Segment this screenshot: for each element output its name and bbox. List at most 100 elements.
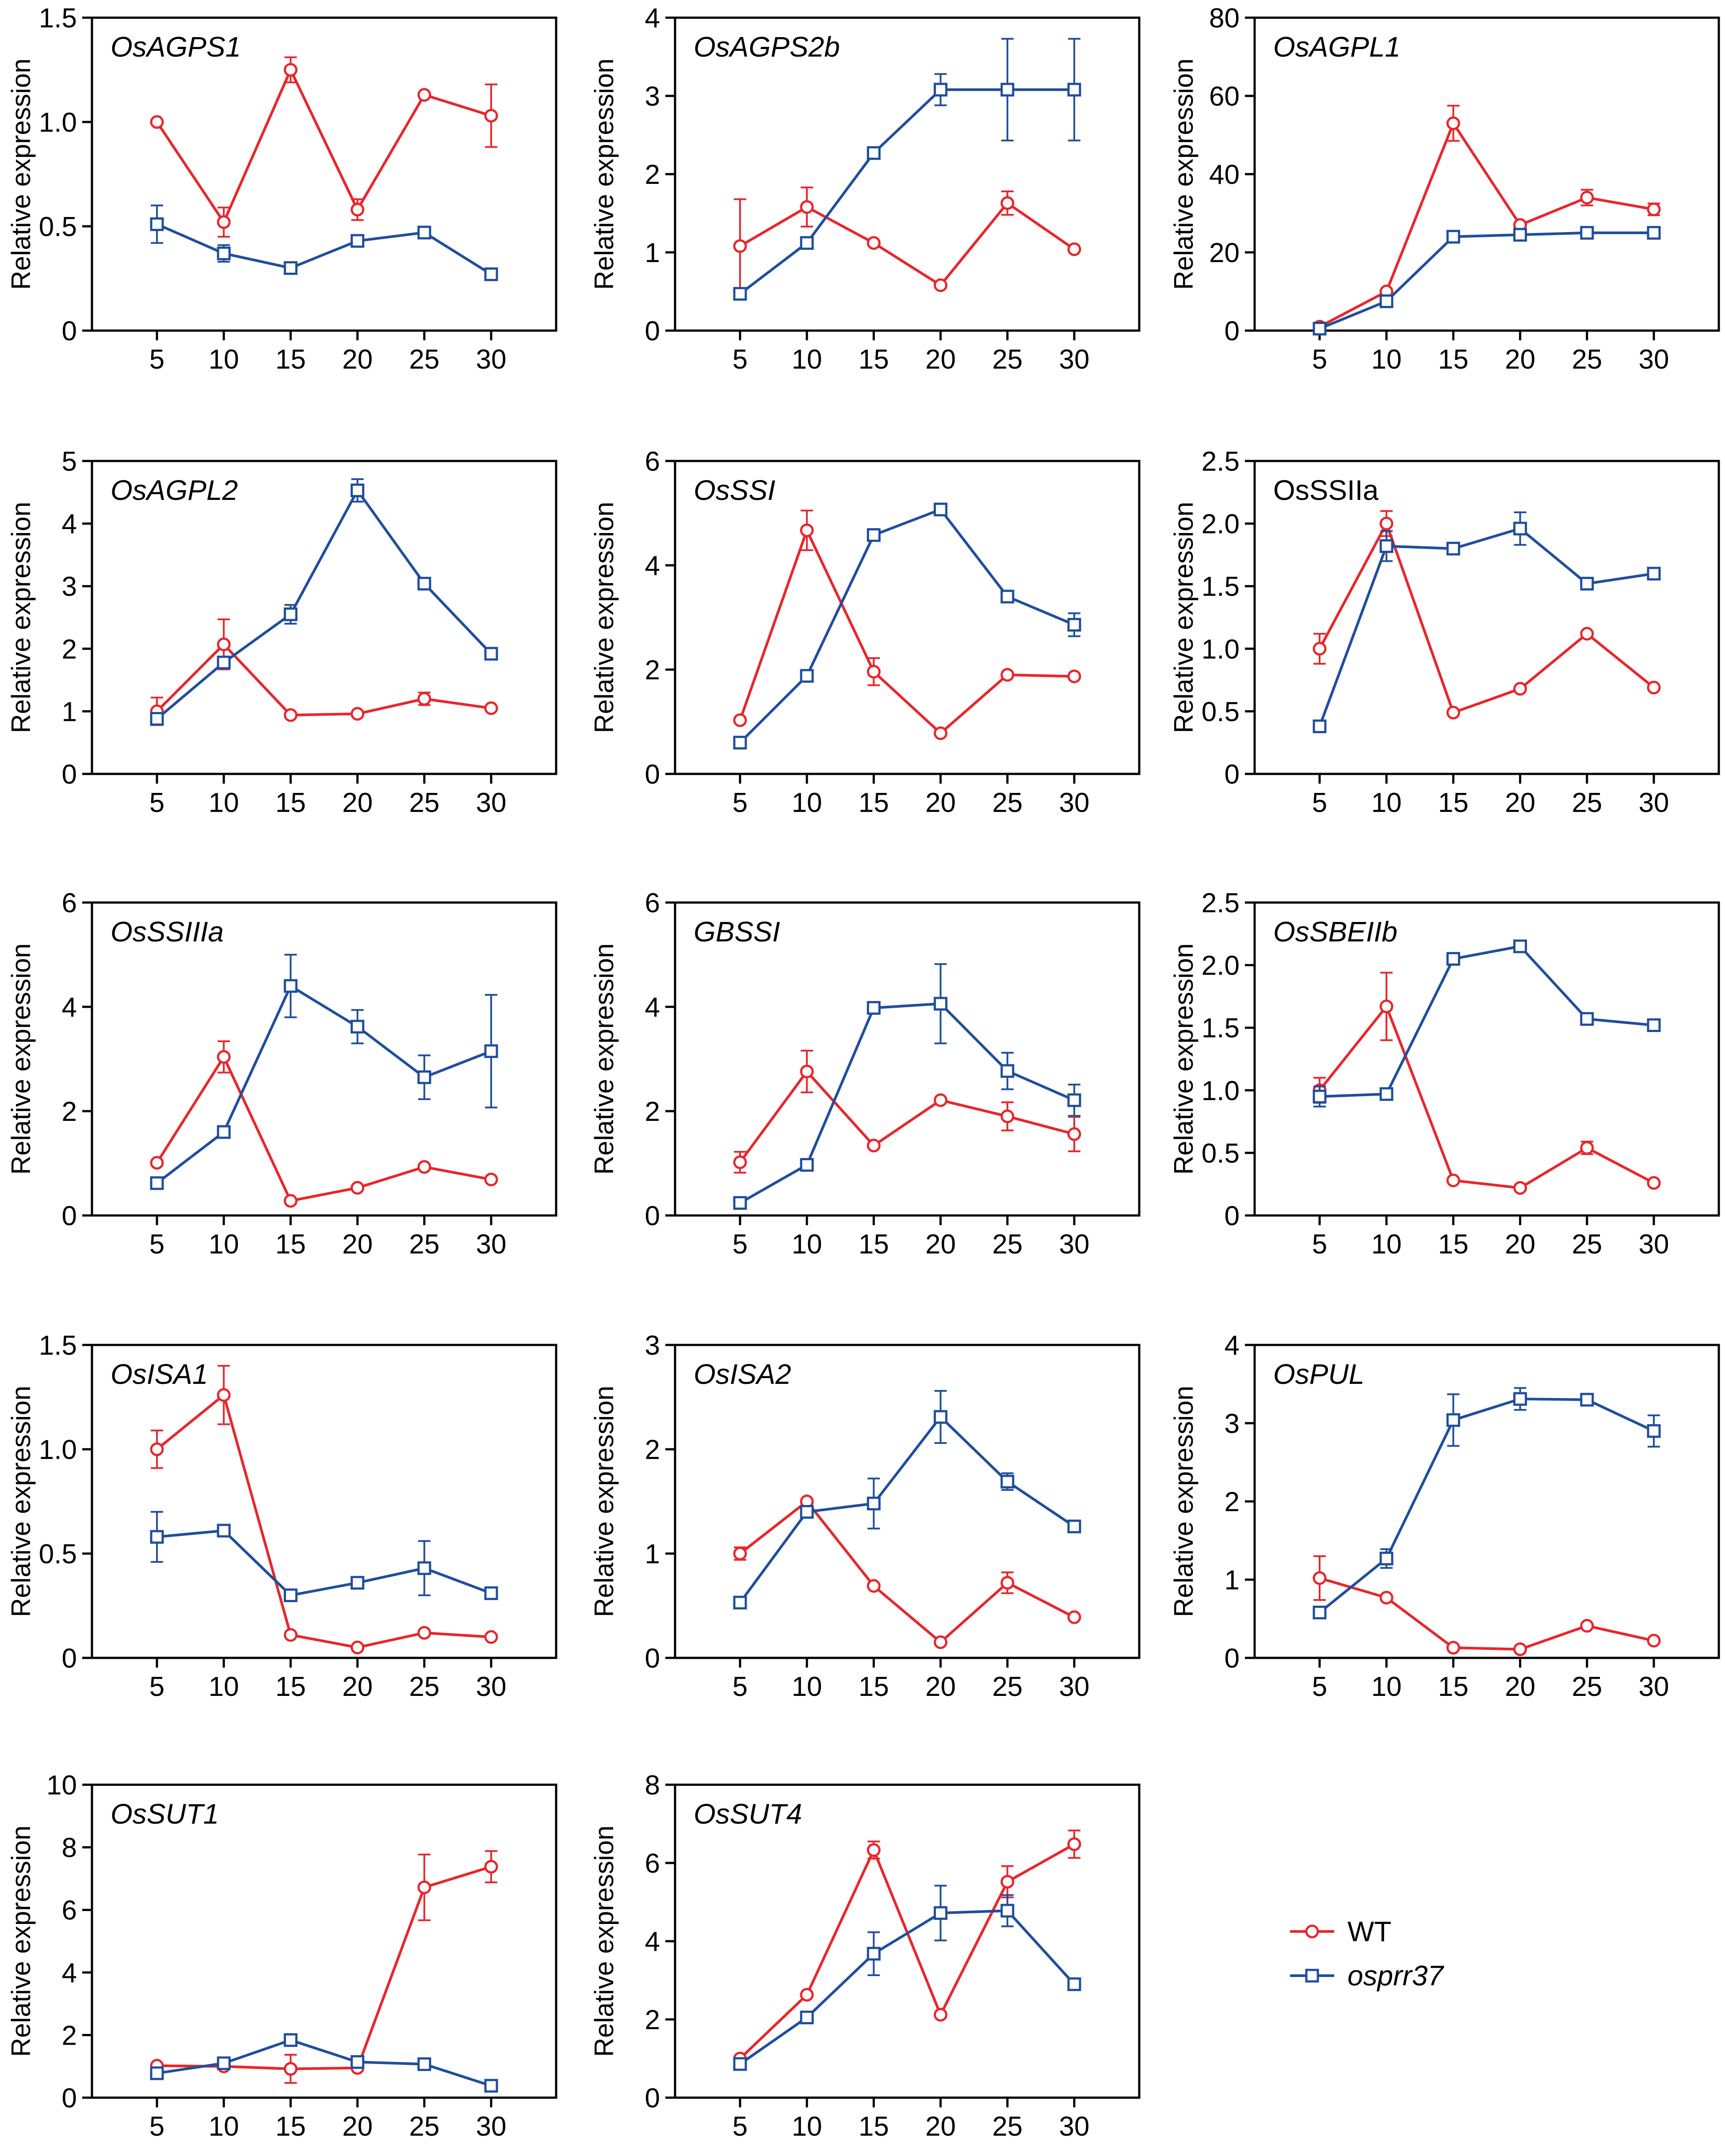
data-point [800, 669, 814, 683]
data-point [150, 217, 164, 231]
series-line [156, 1865, 492, 2070]
x-tick-label: 15 [1438, 1229, 1469, 1260]
data-point [1067, 1610, 1081, 1624]
x-tick-label: 5 [733, 344, 748, 375]
series-wt [733, 1050, 1081, 1174]
y-tick-label: 1.0 [1202, 1076, 1240, 1106]
series-line [1319, 1577, 1654, 1651]
chart-panel-OsSUT4: 0 2 4 6 8 5 10 15 20 25 30 Relative expression OsSUT… [589, 1770, 1141, 2142]
y-tick-label: 3 [645, 81, 660, 112]
y-tick-label: 3 [645, 1330, 660, 1361]
chart-panel-OsAGPL2: 0 1 2 3 4 5 5 10 15 20 25 30 Relative expression OsAG… [6, 446, 557, 818]
data-point [351, 1020, 365, 1034]
x-tick-label: 10 [1371, 1229, 1402, 1260]
data-point [150, 1156, 164, 1170]
plot-frame [674, 16, 1141, 332]
x-tick-label: 20 [342, 1672, 373, 1702]
y-tick-label: 0 [62, 759, 77, 790]
data-point [1446, 541, 1460, 556]
y-tick-label: 60 [1209, 81, 1240, 112]
data-point [1067, 1977, 1081, 1991]
data-point [1647, 226, 1661, 240]
x-tick-label: 20 [925, 1672, 956, 1702]
x-tick-label: 20 [1505, 344, 1535, 375]
y-tick-label: 2 [62, 2020, 77, 2051]
legend-item-mutant: osprr37 [1290, 1960, 1444, 1992]
data-point [484, 1044, 498, 1058]
x-tick-label: 10 [792, 788, 822, 818]
plot-frame [91, 901, 557, 1217]
data-point [934, 726, 948, 740]
data-point [1313, 642, 1327, 656]
data-point [1647, 202, 1661, 217]
x-tick-label: 15 [859, 788, 889, 818]
x-tick-label: 30 [1059, 2111, 1090, 2142]
x-tick-label: 5 [1312, 1229, 1327, 1260]
y-axis-label: Relative expression [1169, 502, 1198, 733]
chart-title: GBSSI [694, 916, 780, 948]
x-tick-label: 10 [792, 344, 822, 375]
y-tick-label: 4 [1225, 1330, 1240, 1361]
series-line [739, 1909, 1076, 2065]
y-tick-label: 6 [645, 888, 660, 918]
data-point [800, 1505, 814, 1519]
data-point [1000, 1064, 1015, 1078]
x-tick-label: 15 [275, 344, 306, 375]
data-point [1513, 522, 1527, 536]
series-line [739, 88, 1074, 295]
y-tick-label: 1 [1225, 1565, 1240, 1596]
y-tick-label: 0 [1225, 1643, 1240, 1674]
y-tick-label: 20 [1209, 238, 1240, 268]
data-point [800, 1988, 814, 2002]
y-axis-label: Relative expression [6, 502, 36, 733]
data-point [934, 1093, 948, 1107]
series-wt [150, 56, 498, 238]
data-point [283, 1628, 298, 1642]
data-point [1513, 682, 1527, 696]
data-point [866, 528, 881, 542]
series-line [156, 223, 492, 276]
y-tick-label: 4 [645, 992, 660, 1023]
legend-marker [1305, 1969, 1319, 1983]
data-point [934, 278, 948, 292]
y-tick-label: 1 [645, 238, 660, 268]
y-tick-label: 0 [1225, 759, 1240, 790]
series-mutant [1313, 226, 1661, 336]
chart-panel-OsSBEIIb: 0 0.5 1.0 1.5 2.0 2.5 5 10 15 20 25 30 Relative expr… [1169, 888, 1720, 1260]
y-tick-label: 0 [1225, 316, 1240, 347]
x-tick-label: 25 [409, 2111, 439, 2142]
y-tick-label: 1.0 [39, 1435, 77, 1465]
x-tick-label: 15 [859, 1672, 889, 1702]
x-tick-label: 5 [733, 2111, 748, 2142]
chart-panel-OsSSI: 0 2 4 6 5 10 15 20 25 30 Relative expression OsSSI [589, 446, 1141, 818]
data-point [150, 2066, 164, 2080]
data-point [1446, 1413, 1460, 1427]
legend-label: WT [1347, 1916, 1392, 1947]
data-point [217, 637, 231, 651]
data-point [866, 665, 881, 679]
y-tick-label: 0 [1225, 1201, 1240, 1231]
chart-title: OsSBEIIb [1273, 916, 1397, 948]
x-tick-label: 10 [1371, 788, 1402, 818]
chart-title: OsAGPS2b [694, 31, 840, 63]
data-point [1580, 1012, 1594, 1026]
data-point [1000, 1904, 1015, 1918]
series-line [739, 202, 1075, 287]
x-tick-label: 30 [476, 344, 507, 375]
y-tick-label: 3 [1225, 1409, 1240, 1439]
x-tick-label: 20 [1505, 1229, 1535, 1260]
y-tick-label: 4 [645, 551, 660, 581]
y-tick-label: 2.0 [1202, 509, 1240, 540]
data-point [1446, 952, 1460, 966]
chart-panel-OsAGPL1: 0 20 40 60 80 5 10 15 20 25 30 Relative expression O… [1169, 3, 1720, 375]
series-line [739, 529, 1075, 735]
data-point [934, 1410, 948, 1424]
data-point [484, 1630, 498, 1644]
x-tick-label: 5 [149, 2111, 164, 2142]
plot-frame [1253, 901, 1720, 1217]
chart-panel-OsISA2: 0 1 2 3 5 10 15 20 25 30 Relative expression OsISA2 [589, 1330, 1141, 1702]
data-point [1580, 577, 1594, 591]
x-tick-label: 20 [342, 344, 373, 375]
series-mutant [1313, 1387, 1661, 1619]
